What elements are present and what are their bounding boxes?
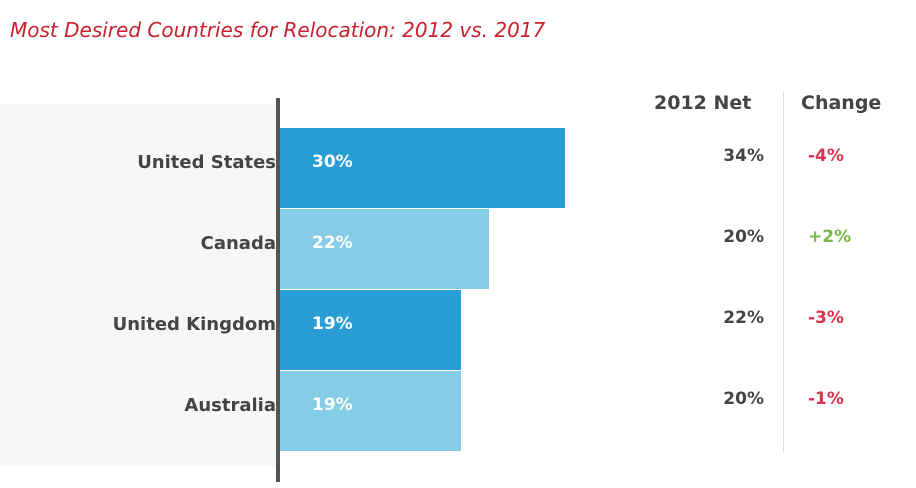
net-2012-value-canada: 20%	[723, 227, 764, 247]
category-label-panel	[0, 104, 278, 466]
column-header-2012-net: 2012 Net	[654, 92, 752, 114]
category-axis-line	[276, 98, 280, 482]
bar-value-label-united-states: 30%	[312, 152, 353, 172]
bar-united-states: 30%	[280, 128, 565, 208]
bar-value-label-australia: 19%	[312, 395, 353, 415]
category-label-united-states: United States	[137, 152, 276, 173]
chart-title: Most Desired Countries for Relocation: 2…	[10, 18, 546, 42]
change-value-canada: +2%	[808, 227, 852, 247]
net-2012-value-australia: 20%	[723, 389, 764, 409]
change-value-united-states: -4%	[808, 146, 844, 166]
bar-canada: 22%	[280, 209, 489, 289]
change-value-united-kingdom: -3%	[808, 308, 844, 328]
category-label-canada: Canada	[200, 233, 276, 254]
bar-value-label-united-kingdom: 19%	[312, 314, 353, 334]
bar-united-kingdom: 19%	[280, 290, 461, 370]
change-value-australia: -1%	[808, 389, 844, 409]
column-divider	[783, 92, 784, 452]
net-2012-value-united-states: 34%	[723, 146, 764, 166]
category-label-united-kingdom: United Kingdom	[112, 314, 276, 335]
bar-australia: 19%	[280, 371, 461, 451]
net-2012-value-united-kingdom: 22%	[723, 308, 764, 328]
column-header-change: Change	[801, 92, 882, 114]
bar-value-label-canada: 22%	[312, 233, 353, 253]
category-label-australia: Australia	[184, 395, 276, 416]
